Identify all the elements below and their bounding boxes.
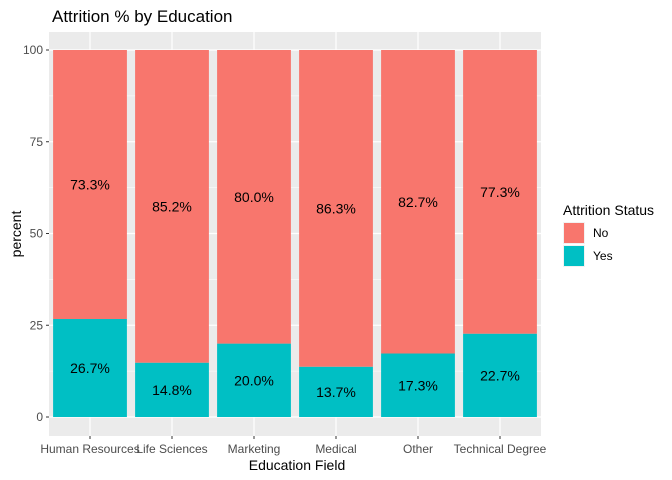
bar-label-yes: 14.8% xyxy=(152,382,192,398)
bar-no xyxy=(53,50,127,320)
bar-no xyxy=(217,50,291,344)
y-axis: 0 25 50 75 100 xyxy=(23,43,49,424)
bar-label-yes: 20.0% xyxy=(234,372,274,388)
bar-no xyxy=(463,50,537,334)
bars xyxy=(53,50,537,417)
y-tick-label: 0 xyxy=(36,410,43,424)
chart-title: Attrition % by Education xyxy=(52,7,232,26)
x-tick-label: Medical xyxy=(315,442,356,456)
bar-no xyxy=(135,50,209,363)
bar-label-no: 73.3% xyxy=(70,177,110,193)
legend-swatch-yes xyxy=(564,246,584,266)
bar-no xyxy=(299,50,373,367)
legend: Attrition Status No Yes xyxy=(563,202,654,267)
y-tick-label: 25 xyxy=(30,318,44,332)
bar-yes xyxy=(463,333,537,417)
bar-labels: 26.7% 73.3% 14.8% 85.2% 20.0% 80.0% 13.7% 86.3%… xyxy=(70,177,520,400)
x-tick-label: Other xyxy=(403,442,433,456)
y-axis-title: percent xyxy=(8,211,24,258)
x-axis-title: Education Field xyxy=(249,457,346,473)
legend-label-yes: Yes xyxy=(593,249,613,263)
y-tick-label: 75 xyxy=(30,135,44,149)
y-tick-label: 100 xyxy=(23,43,43,57)
y-tick-label: 50 xyxy=(30,227,44,241)
legend-swatch-no xyxy=(564,223,584,243)
bar-yes xyxy=(299,366,373,417)
bar-label-no: 85.2% xyxy=(152,198,192,214)
x-tick-label: Marketing xyxy=(228,442,281,456)
bar-yes xyxy=(217,343,291,417)
bar-label-yes: 13.7% xyxy=(316,384,356,400)
x-tick-label: Human Resources xyxy=(40,442,139,456)
bar-label-yes: 22.7% xyxy=(480,367,520,383)
bar-label-no: 86.3% xyxy=(316,200,356,216)
legend-title: Attrition Status xyxy=(563,202,654,218)
bar-yes xyxy=(53,319,127,417)
bar-label-yes: 17.3% xyxy=(398,377,438,393)
bar-yes xyxy=(135,362,209,417)
bar-label-no: 80.0% xyxy=(234,189,274,205)
x-tick-label: Technical Degree xyxy=(454,442,547,456)
bar-no xyxy=(381,50,455,354)
bar-label-no: 82.7% xyxy=(398,194,438,210)
x-tick-label: Life Sciences xyxy=(136,442,207,456)
legend-label-no: No xyxy=(593,226,609,240)
bar-label-yes: 26.7% xyxy=(70,360,110,376)
bar-yes xyxy=(381,353,455,417)
bar-label-no: 77.3% xyxy=(480,184,520,200)
